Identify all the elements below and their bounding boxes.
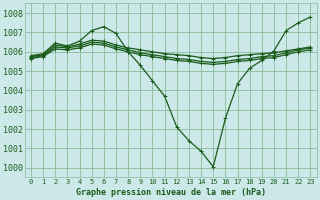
X-axis label: Graphe pression niveau de la mer (hPa): Graphe pression niveau de la mer (hPa) xyxy=(76,188,266,197)
